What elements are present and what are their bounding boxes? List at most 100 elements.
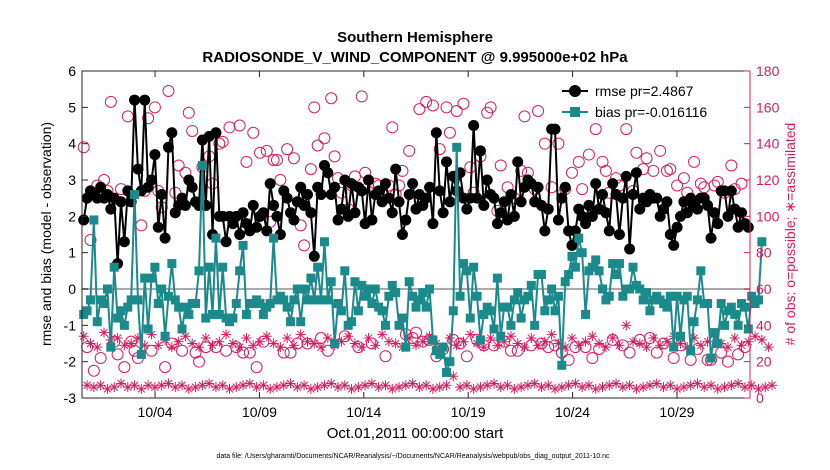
bias-point — [309, 295, 319, 305]
bias-point — [689, 317, 699, 327]
possible-obs-point — [504, 344, 517, 357]
bias-point — [530, 320, 540, 330]
assimilated-obs-point — [556, 382, 567, 393]
assimilated-obs-point — [360, 380, 371, 391]
bias-point — [543, 295, 553, 305]
assimilated-obs-point — [366, 378, 377, 389]
rmse-point — [400, 214, 412, 226]
assimilated-obs-point — [122, 382, 133, 393]
assimilated-obs-point — [95, 380, 106, 391]
assimilated-obs-point — [475, 382, 486, 393]
assimilated-obs-point — [655, 340, 666, 351]
assimilated-obs-point — [302, 336, 313, 347]
rmse-point — [78, 214, 90, 226]
assimilated-obs-point — [624, 380, 635, 391]
assimilated-obs-point — [156, 380, 167, 391]
asterisk-stroke — [442, 381, 451, 390]
assimilated-obs-point — [346, 383, 357, 394]
assimilated-obs-point — [658, 382, 669, 393]
rmse-point — [556, 192, 568, 204]
assimilated-obs-point — [536, 382, 547, 393]
bias-point — [150, 262, 160, 272]
bias-point — [387, 280, 397, 290]
possible-obs-point — [355, 90, 368, 103]
asterisk-stroke — [476, 383, 485, 391]
bias-point — [364, 284, 374, 294]
rmse-point — [379, 178, 391, 190]
asterisk-stroke — [449, 372, 458, 381]
y-left-tick-label: 1 — [68, 245, 76, 261]
chart-subtitle: RADIOSONDE_V_WIND_COMPONENT @ 9.995000e+… — [202, 49, 628, 66]
possible-obs-point — [223, 121, 236, 134]
asterisk-stroke — [595, 339, 603, 348]
asterisk-stroke — [588, 332, 597, 341]
bias-point — [380, 320, 390, 330]
bias-point — [675, 331, 685, 341]
assimilated-obs-point — [621, 320, 632, 331]
bias-point — [411, 302, 421, 312]
x-axis: 10/04 10/09 10/14 10/19 10/24 10/29 — [138, 71, 695, 420]
assimilated-obs-point — [153, 340, 164, 351]
bias-point — [513, 288, 523, 298]
assimilated-obs-point — [204, 378, 215, 389]
legend-rmse-label: rmse pr=2.4867 — [595, 83, 694, 99]
asterisk-stroke — [317, 343, 325, 351]
asterisk-stroke — [500, 337, 509, 346]
asterisk-stroke — [378, 330, 386, 339]
assimilated-obs-point — [207, 340, 218, 351]
bias-point — [686, 346, 696, 356]
assimilated-obs-point — [651, 378, 662, 389]
asterisk-stroke — [215, 337, 224, 346]
asterisk-stroke — [245, 379, 254, 388]
bias-point — [306, 273, 316, 283]
possible-obs-point — [304, 163, 317, 176]
assimilated-obs-point — [173, 336, 184, 347]
asterisk-stroke — [266, 385, 275, 393]
asterisk-stroke — [696, 341, 705, 350]
rmse-point — [590, 178, 602, 190]
bias-point — [116, 306, 126, 316]
assimilated-obs-point — [577, 382, 588, 393]
bias-point — [516, 313, 526, 323]
rmse-point — [600, 207, 612, 219]
rmse-point — [424, 181, 436, 193]
asterisk-stroke — [90, 383, 98, 391]
rmse-point — [580, 218, 592, 230]
asterisk-stroke — [469, 385, 478, 393]
assimilated-obs-point — [115, 378, 126, 389]
bias-point — [119, 320, 129, 330]
assimilated-obs-point — [580, 336, 591, 347]
bias-point — [442, 368, 452, 378]
bias-point — [167, 259, 177, 269]
bias-point — [486, 306, 496, 316]
asterisk-stroke — [713, 385, 722, 393]
bias-point — [472, 291, 482, 301]
assimilated-obs-point — [275, 342, 286, 353]
rmse-point — [613, 229, 625, 240]
bias-point — [397, 313, 407, 323]
rmse-point — [491, 218, 503, 230]
possible-obs-point — [142, 112, 155, 125]
possible-obs-point — [410, 326, 422, 339]
rmse-point — [549, 123, 561, 135]
possible-obs-point — [328, 150, 341, 163]
asterisk-stroke — [517, 383, 525, 391]
rmse-point — [105, 203, 117, 215]
asterisk-stroke — [154, 341, 163, 350]
y-right-tick-label: 0 — [756, 390, 764, 406]
bias-point — [479, 309, 489, 319]
asterisk-stroke — [361, 381, 369, 390]
asterisk-stroke — [625, 381, 634, 390]
y-left-tick-label: 0 — [68, 281, 76, 297]
asterisk-stroke — [700, 383, 709, 391]
possible-obs-point — [654, 144, 667, 157]
bias-point — [401, 342, 411, 352]
rmse-point — [498, 196, 510, 208]
bias-point — [414, 295, 424, 305]
asterisk-stroke — [412, 341, 420, 350]
asterisk-stroke — [463, 381, 471, 390]
possible-obs-point — [589, 123, 602, 136]
bias-point — [113, 313, 123, 323]
asterisk-stroke — [195, 343, 203, 351]
bias-point — [642, 288, 652, 298]
